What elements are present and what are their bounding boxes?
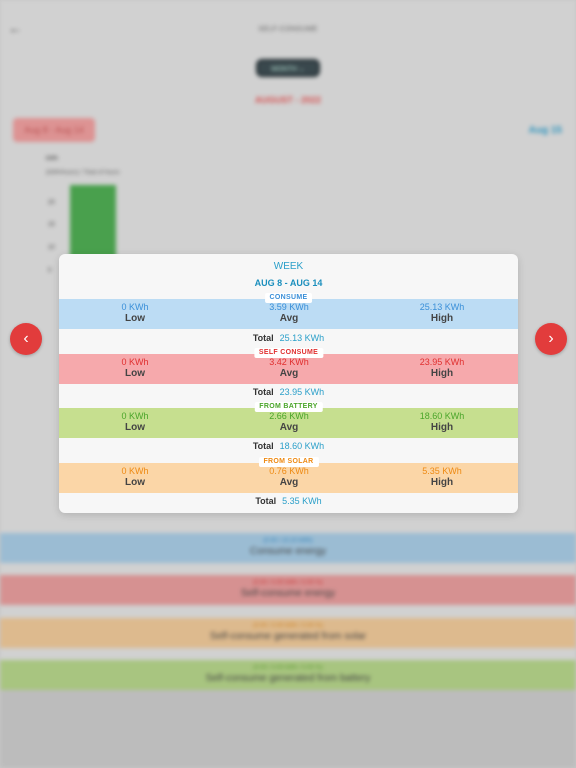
legend-main: Self-consume generated from solar xyxy=(209,631,367,642)
stat-high: 23.95 KWh High xyxy=(362,356,518,380)
total-label: Total xyxy=(252,387,274,397)
period-selector-label: MONTH xyxy=(271,66,297,73)
stat-high: 5.35 KWh High xyxy=(362,465,518,489)
stat-label: High xyxy=(430,313,454,324)
stat-label: Low xyxy=(125,368,145,379)
legend-main: Self-consume generated from battery xyxy=(205,673,371,684)
previous-range-chip[interactable]: Aug 8 - Aug 14 xyxy=(13,118,95,142)
axis-tick: 5 xyxy=(48,268,52,274)
stat-avg: 3.42 KWh Avg xyxy=(209,356,369,380)
section-label-from-solar: FROM SOLAR xyxy=(258,457,319,467)
modal-range: AUG 8 - AUG 14 xyxy=(254,278,323,288)
stat-label: Low xyxy=(125,477,145,488)
modal-title: WEEK xyxy=(273,261,304,272)
stat-label: Low xyxy=(125,422,145,433)
bottom-area xyxy=(0,690,576,768)
from-battery-stats-row: 0 KWh Low 2.66 KWh Avg 18.60 KWh High xyxy=(59,408,518,438)
legend-main: Consume energy xyxy=(249,546,327,557)
chevron-left-icon[interactable]: ‹ xyxy=(10,323,42,355)
week-summary-modal: WEEK AUG 8 - AUG 14 CONSUME 0 KWh Low 3.… xyxy=(59,254,518,513)
next-range-link[interactable]: Aug 15 xyxy=(528,125,562,136)
stat-low: 0 KWh Low xyxy=(59,301,215,325)
stat-avg: 0.76 KWh Avg xyxy=(209,465,369,489)
legend-sub: (0.00 / 10.10 kWh) xyxy=(263,538,313,544)
period-selector[interactable]: MONTH ⌄ xyxy=(256,59,320,77)
total-value: 5.35 KWh xyxy=(282,496,322,506)
stat-label: Avg xyxy=(279,477,299,488)
from-solar-total-row: Total 5.35 KWh xyxy=(59,493,518,509)
stat-value: 23.95 KWh xyxy=(419,357,465,367)
stat-value: 0 KWh xyxy=(121,411,149,421)
legend-solar: (0.00 / 0.00 kWh / 0.00 %) Self-consume … xyxy=(0,618,576,648)
legend-sub: (0.00 / 0.00 kWh / 0.00 %) xyxy=(253,580,323,586)
legend-sub: (0.00 / 0.00 kWh / 0.00 %) xyxy=(253,665,323,671)
section-label-from-battery: FROM BATTERY xyxy=(254,402,323,412)
stat-value: 0.76 KWh xyxy=(269,466,309,476)
stat-value: 18.60 KWh xyxy=(419,411,465,421)
from-solar-stats-row: 0 KWh Low 0.76 KWh Avg 5.35 KWh High xyxy=(59,463,518,493)
chart-note: (kWh/hours) / Total of hours xyxy=(46,170,120,176)
stat-value: 2.66 KWh xyxy=(269,411,309,421)
axis-tick: 15 xyxy=(48,222,55,228)
total-value: 18.60 KWh xyxy=(279,441,325,451)
total-label: Total xyxy=(252,333,274,343)
axis-tick: 20 xyxy=(48,200,55,206)
consume-stats-row: 0 KWh Low 3.59 KWh Avg 25.13 KWh High xyxy=(59,299,518,329)
section-label-self-consume: SELF CONSUME xyxy=(253,348,324,358)
stat-label: Low xyxy=(125,313,145,324)
chevron-down-icon: ⌄ xyxy=(298,66,305,73)
stat-value: 0 KWh xyxy=(121,357,149,367)
legend-main: Self-consume energy xyxy=(240,588,336,599)
legend-self-consume: (0.00 / 0.00 kWh / 0.00 %) Self-consume … xyxy=(0,575,576,605)
stat-low: 0 KWh Low xyxy=(59,465,215,489)
stat-avg: 3.59 KWh Avg xyxy=(209,301,369,325)
stat-label: Avg xyxy=(279,422,299,433)
self-consume-total-row: Total 23.95 KWh xyxy=(59,384,518,400)
self-consume-stats-row: 0 KWh Low 3.42 KWh Avg 23.95 KWh High xyxy=(59,354,518,384)
stat-value: 3.59 KWh xyxy=(269,302,309,312)
screen-title: SELF-CONSUME xyxy=(258,26,318,33)
month-label: AUGUST - 2022 xyxy=(254,95,322,105)
stat-avg: 2.66 KWh Avg xyxy=(209,410,369,434)
stat-value: 25.13 KWh xyxy=(419,302,465,312)
stat-high: 25.13 KWh High xyxy=(362,301,518,325)
stat-low: 0 KWh Low xyxy=(59,410,215,434)
stat-label: Avg xyxy=(279,368,299,379)
stat-label: High xyxy=(430,422,454,433)
stat-label: High xyxy=(430,368,454,379)
total-value: 23.95 KWh xyxy=(279,387,325,397)
arrow-left-icon[interactable]: ← xyxy=(8,20,22,36)
top-bar: ← SELF-CONSUME xyxy=(0,0,576,60)
stat-high: 18.60 KWh High xyxy=(362,410,518,434)
stat-value: 5.35 KWh xyxy=(422,466,462,476)
stat-value: 0 KWh xyxy=(121,302,149,312)
stat-label: High xyxy=(430,477,454,488)
chevron-right-icon[interactable]: › xyxy=(535,323,567,355)
consume-total-row: Total 25.13 KWh xyxy=(59,330,518,346)
stat-value: 3.42 KWh xyxy=(269,357,309,367)
stat-low: 0 KWh Low xyxy=(59,356,215,380)
chart-unit: kWh xyxy=(46,156,58,162)
section-label-consume: CONSUME xyxy=(264,293,313,303)
axis-tick: 10 xyxy=(48,245,55,251)
total-value: 25.13 KWh xyxy=(279,333,325,343)
stat-value: 0 KWh xyxy=(121,466,149,476)
legend-battery: (0.00 / 0.00 kWh / 0.00 %) Self-consume … xyxy=(0,660,576,690)
total-label: Total xyxy=(252,441,274,451)
stat-label: Avg xyxy=(279,313,299,324)
total-label: Total xyxy=(255,496,277,506)
from-battery-total-row: Total 18.60 KWh xyxy=(59,438,518,454)
legend-sub: (0.00 / 0.00 kWh / 0.00 %) xyxy=(253,623,323,629)
legend-consume: (0.00 / 10.10 kWh) Consume energy xyxy=(0,533,576,563)
